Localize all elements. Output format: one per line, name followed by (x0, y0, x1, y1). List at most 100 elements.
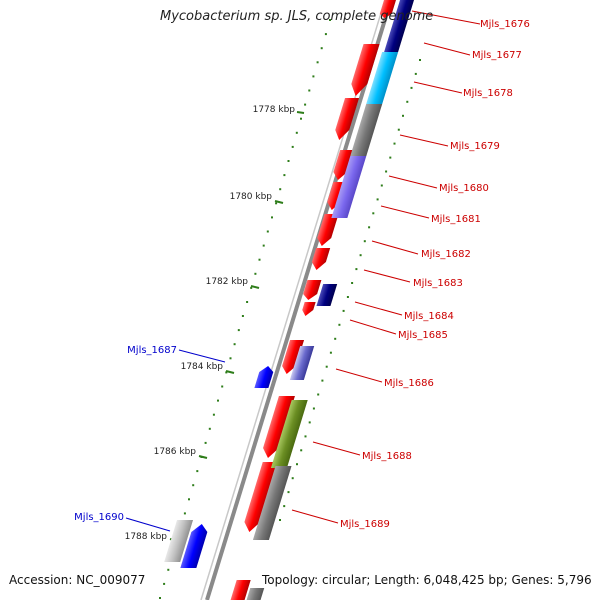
leader-1689 (291, 509, 339, 524)
gene-block-bottom-gray[interactable] (246, 588, 265, 600)
gene-block-bottom[interactable] (230, 580, 251, 600)
scale-dot (237, 329, 240, 332)
gene-label-1685[interactable]: Mjls_1685 (398, 330, 448, 341)
gene-label-1690[interactable]: Mjls_1690 (74, 512, 124, 523)
gene-label-1683[interactable]: Mjls_1683 (413, 278, 463, 289)
gene-label-1677[interactable]: Mjls_1677 (472, 50, 522, 61)
scale-dot (221, 385, 224, 388)
kbp-labels: 1778 kbp 1780 kbp 1782 kbp 1784 kbp 1786… (125, 105, 296, 542)
gene-block-1688-olive[interactable] (270, 400, 308, 468)
accession-text: Accession: NC_009077 (9, 573, 146, 587)
gene-block-1682[interactable] (315, 214, 339, 246)
backbone-outer (205, 0, 393, 600)
leader-1687 (178, 349, 226, 363)
gene-block-1684[interactable] (316, 284, 338, 306)
scale-dot (266, 230, 269, 233)
gene-label-1679[interactable]: Mjls_1679 (450, 141, 500, 152)
scale-dot (363, 240, 366, 243)
gene-label-1686[interactable]: Mjls_1686 (384, 378, 434, 389)
gene-block-1678[interactable] (366, 52, 399, 104)
scale-dot (271, 216, 273, 219)
gene-block-1683[interactable] (309, 248, 331, 270)
gene-block-1690[interactable] (180, 524, 209, 568)
gene-label-1682[interactable]: Mjls_1682 (421, 249, 471, 260)
scale-dot (283, 174, 286, 177)
scale-dot (329, 351, 332, 354)
gene-block-1677[interactable] (348, 44, 380, 96)
scale-dot (346, 296, 349, 298)
scale-dot (414, 72, 417, 75)
scale-track-inner (279, 59, 421, 521)
scale-dot (380, 184, 383, 187)
scale-dot (233, 343, 236, 346)
gene-label-1688[interactable]: Mjls_1688 (362, 451, 412, 462)
scale-dot (275, 202, 278, 205)
kbp-tick-1780 (274, 200, 284, 204)
gene-block-1685a[interactable] (301, 280, 322, 300)
kbp-label-1786: 1786 kbp (154, 447, 197, 457)
scale-dot (359, 254, 362, 257)
genome-title: Mycobacterium sp. JLS, complete genome (160, 9, 434, 24)
scale-dot (212, 413, 215, 416)
gene-block-1680[interactable] (332, 98, 360, 140)
gene-label-1689[interactable]: Mjls_1689 (340, 519, 390, 530)
scale-dot (192, 484, 195, 487)
scale-dot (291, 477, 294, 480)
gene-block-1690-silver[interactable] (164, 520, 194, 562)
scale-dot (204, 441, 207, 444)
gene-block-1689[interactable] (241, 462, 279, 532)
scale-dot (167, 568, 170, 571)
gene-label-1687[interactable]: Mjls_1687 (127, 345, 177, 356)
kbp-label-1780: 1780 kbp (230, 192, 273, 202)
kbp-label-1782: 1782 kbp (206, 277, 249, 287)
scale-dot (291, 145, 294, 148)
gene-block-1680-purple[interactable] (331, 156, 367, 218)
scale-dot (316, 61, 319, 64)
leader-1688 (312, 441, 361, 456)
scale-dot (283, 505, 286, 508)
leader-1683 (363, 269, 411, 283)
kbp-label-1788: 1788 kbp (125, 532, 168, 542)
scale-dot (312, 407, 315, 410)
gene-block-1686-slate[interactable] (289, 346, 315, 380)
scale-dot (188, 498, 190, 501)
scale-dot (250, 286, 253, 289)
gene-block-1681a[interactable] (331, 150, 355, 180)
scale-dot (385, 170, 388, 173)
scale-dot (342, 309, 345, 312)
scale-dot (325, 365, 328, 368)
gene-label-1684[interactable]: Mjls_1684 (404, 311, 454, 322)
gene-block-1686[interactable] (280, 340, 305, 374)
gene-label-1681[interactable]: Mjls_1681 (431, 214, 481, 225)
gene-block-1679[interactable] (350, 104, 383, 156)
leader-1690 (125, 517, 171, 532)
scale-dot (258, 258, 261, 261)
gene-block-1688[interactable] (260, 396, 295, 458)
leader-1679 (399, 134, 449, 147)
scale-dot (183, 512, 186, 515)
gene-block-1677-navy[interactable] (384, 0, 414, 52)
scale-dot (389, 156, 392, 159)
leader-1677 (423, 42, 471, 56)
kbp-tick-1784 (225, 370, 235, 374)
gene-label-1676[interactable]: Mjls_1676 (480, 19, 530, 30)
scale-dot (368, 226, 371, 229)
kbp-label-1784: 1784 kbp (181, 362, 224, 372)
gene-label-1678[interactable]: Mjls_1678 (463, 88, 513, 99)
gene-block-1687[interactable] (254, 366, 275, 388)
gene-label-1680[interactable]: Mjls_1680 (439, 183, 489, 194)
gene-block-1676[interactable] (378, 0, 396, 18)
scale-dot (300, 449, 303, 452)
kbp-tick-1786 (198, 455, 208, 459)
scale-dot (419, 59, 421, 61)
scale-dot (217, 399, 219, 402)
gene-block-1689-gray[interactable] (252, 466, 292, 540)
scale-dot (324, 33, 327, 36)
leader-1681 (380, 205, 430, 219)
gene-block-1685b[interactable] (300, 302, 316, 316)
leader-1676 (411, 10, 481, 25)
scale-dot (304, 103, 307, 106)
scale-dot (312, 75, 315, 78)
scale-dot (163, 582, 166, 585)
scale-dot (241, 315, 244, 317)
